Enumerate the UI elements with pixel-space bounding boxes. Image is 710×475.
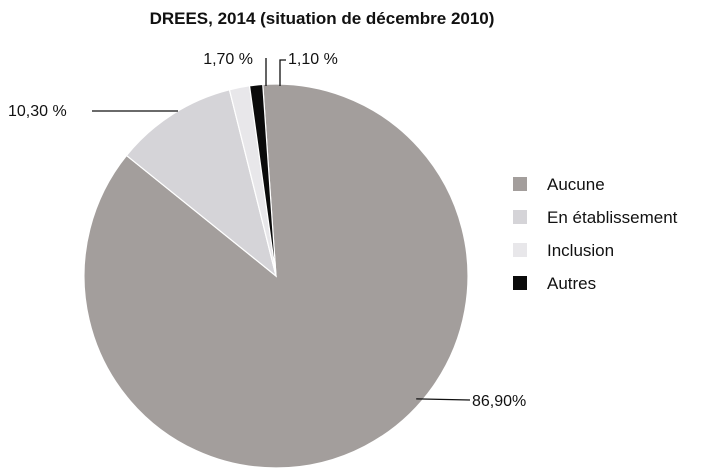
- legend-swatch: [513, 276, 527, 290]
- legend-entry: Aucune: [547, 175, 605, 194]
- data-label: 1,70 %: [203, 51, 253, 68]
- legend: Aucune En établissement Inclusion Autres: [513, 175, 678, 293]
- slice-labels: 86,90% 10,30 % 1,70 % 1,10 %: [8, 51, 526, 410]
- data-label: 10,30 %: [8, 103, 67, 120]
- leader-line: [279, 59, 286, 86]
- leader-line: [416, 398, 471, 401]
- slice-autres: [248, 83, 277, 277]
- legend-entry: En établissement: [547, 208, 678, 227]
- data-label: 1,10 %: [288, 51, 338, 68]
- pie-slices: [83, 83, 469, 469]
- legend-entry: Autres: [547, 274, 596, 293]
- legend-swatch: [513, 210, 527, 224]
- data-label: 86,90%: [472, 393, 526, 410]
- chart-title: DREES, 2014 (situation de décembre 2010): [150, 9, 495, 28]
- legend-entry: Inclusion: [547, 241, 614, 260]
- legend-swatch: [513, 243, 527, 257]
- slice-en-tablissement: [125, 89, 278, 278]
- legend-swatch: [513, 177, 527, 191]
